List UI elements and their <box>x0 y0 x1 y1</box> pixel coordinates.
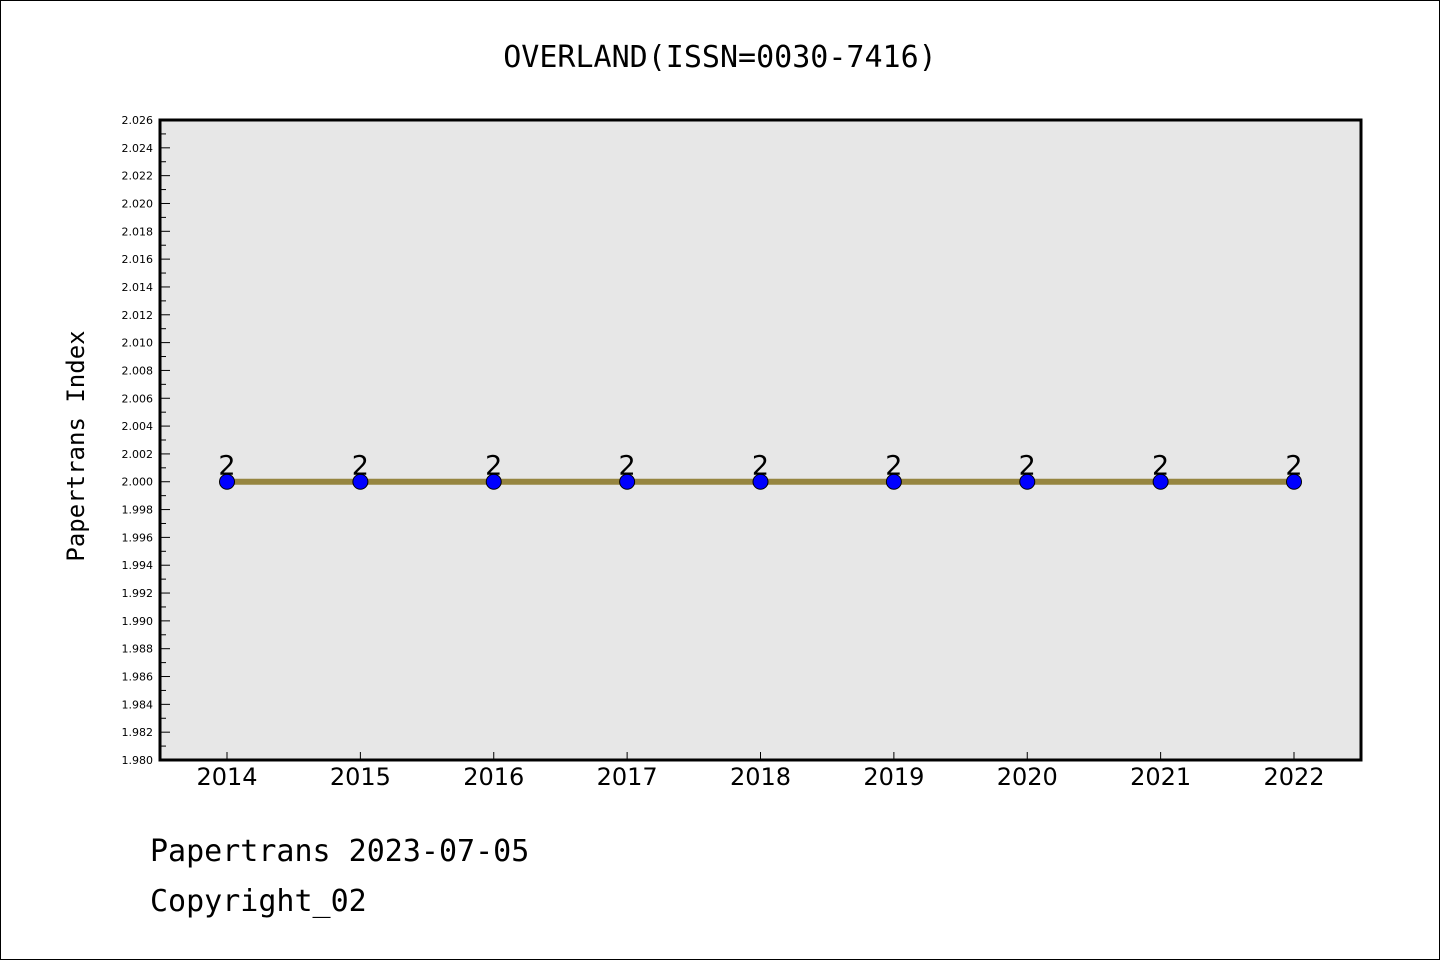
data-label: 2 <box>752 451 769 482</box>
y-tick-label: 1.982 <box>122 726 154 739</box>
data-label: 2 <box>1019 451 1036 482</box>
data-point <box>485 473 502 490</box>
y-tick-label: 2.008 <box>122 364 154 377</box>
x-tick-label: 2022 <box>1263 763 1324 791</box>
data-point <box>352 473 369 490</box>
x-tick-label: 2018 <box>730 763 791 791</box>
series-layer: 2 2 2 2 2 2 2 2 2 <box>218 451 1303 490</box>
x-axis-ticks: 2014 2015 2016 2017 2018 2019 2020 2021 2022 <box>196 752 1325 791</box>
data-point <box>1286 473 1302 490</box>
y-tick-label: 1.980 <box>122 754 154 767</box>
y-tick-label: 2.006 <box>122 392 154 405</box>
y-tick-label: 2.000 <box>122 476 154 489</box>
x-tick-label: 2019 <box>863 763 924 791</box>
y-tick-label: 2.018 <box>122 225 154 238</box>
y-tick-label: 2.026 <box>122 114 154 127</box>
x-tick-label: 2015 <box>330 763 391 791</box>
y-axis-ticks: 1.980 1.982 1.984 1.986 1.988 1.990 1.992 1.994… <box>122 114 170 767</box>
y-tick-label: 2.020 <box>122 197 154 210</box>
x-tick-label: 2016 <box>463 763 524 791</box>
x-tick-label: 2020 <box>997 763 1058 791</box>
plot-area <box>158 118 1363 762</box>
data-label: 2 <box>885 451 902 482</box>
y-tick-label: 1.998 <box>122 504 154 517</box>
footer-copyright: Copyright_02 <box>150 884 367 919</box>
y-tick-label: 2.016 <box>122 253 154 266</box>
y-tick-label: 1.986 <box>122 671 154 684</box>
y-tick-label: 1.990 <box>122 615 154 628</box>
footer-date: Papertrans 2023-07-05 <box>150 834 530 869</box>
data-point <box>219 473 235 490</box>
data-point <box>1019 473 1036 490</box>
y-tick-label: 1.992 <box>122 587 154 600</box>
x-tick-label: 2014 <box>196 763 257 791</box>
data-label: 2 <box>218 451 235 482</box>
chart-title: OVERLAND(ISSN=0030-7416) <box>503 40 936 75</box>
y-tick-label: 2.010 <box>122 337 154 350</box>
data-point <box>885 473 902 490</box>
y-tick-label: 2.014 <box>122 281 154 294</box>
y-tick-label: 1.994 <box>122 559 154 572</box>
y-tick-label: 2.004 <box>122 420 154 433</box>
data-point <box>1152 473 1169 490</box>
x-tick-label: 2021 <box>1130 763 1191 791</box>
y-tick-label: 1.984 <box>122 698 154 711</box>
data-label: 2 <box>1285 451 1302 482</box>
y-tick-label: 1.988 <box>122 643 154 656</box>
y-tick-label: 2.024 <box>122 142 154 155</box>
y-tick-label: 2.002 <box>122 448 154 461</box>
data-label: 2 <box>619 451 636 482</box>
data-point <box>752 473 769 490</box>
y-tick-label: 2.012 <box>122 309 154 322</box>
data-label: 2 <box>485 451 502 482</box>
y-axis-label: Papertrans Index <box>62 330 90 561</box>
data-label: 2 <box>352 451 369 482</box>
data-point <box>619 473 636 490</box>
y-tick-label: 2.022 <box>122 170 154 183</box>
data-label: 2 <box>1152 451 1169 482</box>
x-tick-label: 2017 <box>597 763 658 791</box>
y-tick-label: 1.996 <box>122 531 154 544</box>
